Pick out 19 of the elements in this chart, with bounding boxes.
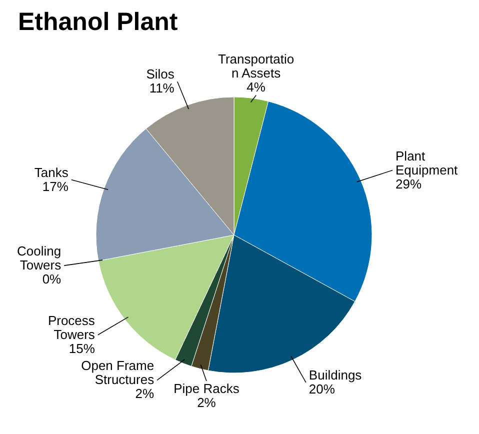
text: 0% xyxy=(42,272,62,287)
data-label: 15% xyxy=(68,340,96,356)
slice-label: Plant Equipment xyxy=(396,148,458,178)
slice-label: Buildings xyxy=(308,367,362,382)
data-label: 29% xyxy=(396,176,422,192)
chart-title: Ethanol Plant xyxy=(18,8,178,36)
data-label: 2% xyxy=(135,386,155,402)
data-label: 20% xyxy=(308,381,336,396)
data-label: 17% xyxy=(42,178,69,194)
slice-label: Open Frame Structures xyxy=(81,358,155,388)
data-label: 11% xyxy=(149,80,175,96)
slice-label: Pipe Racks xyxy=(174,380,240,396)
legend-label: Cooling Towers xyxy=(17,244,62,273)
data-label: 2% xyxy=(197,394,216,410)
slice-label: Silos xyxy=(146,66,175,82)
slice-label: Transportation Assets xyxy=(218,51,294,80)
slice-label: Process Towers xyxy=(48,312,96,342)
slice-label: Tanks xyxy=(34,164,69,180)
data-label: 4% xyxy=(246,79,266,94)
